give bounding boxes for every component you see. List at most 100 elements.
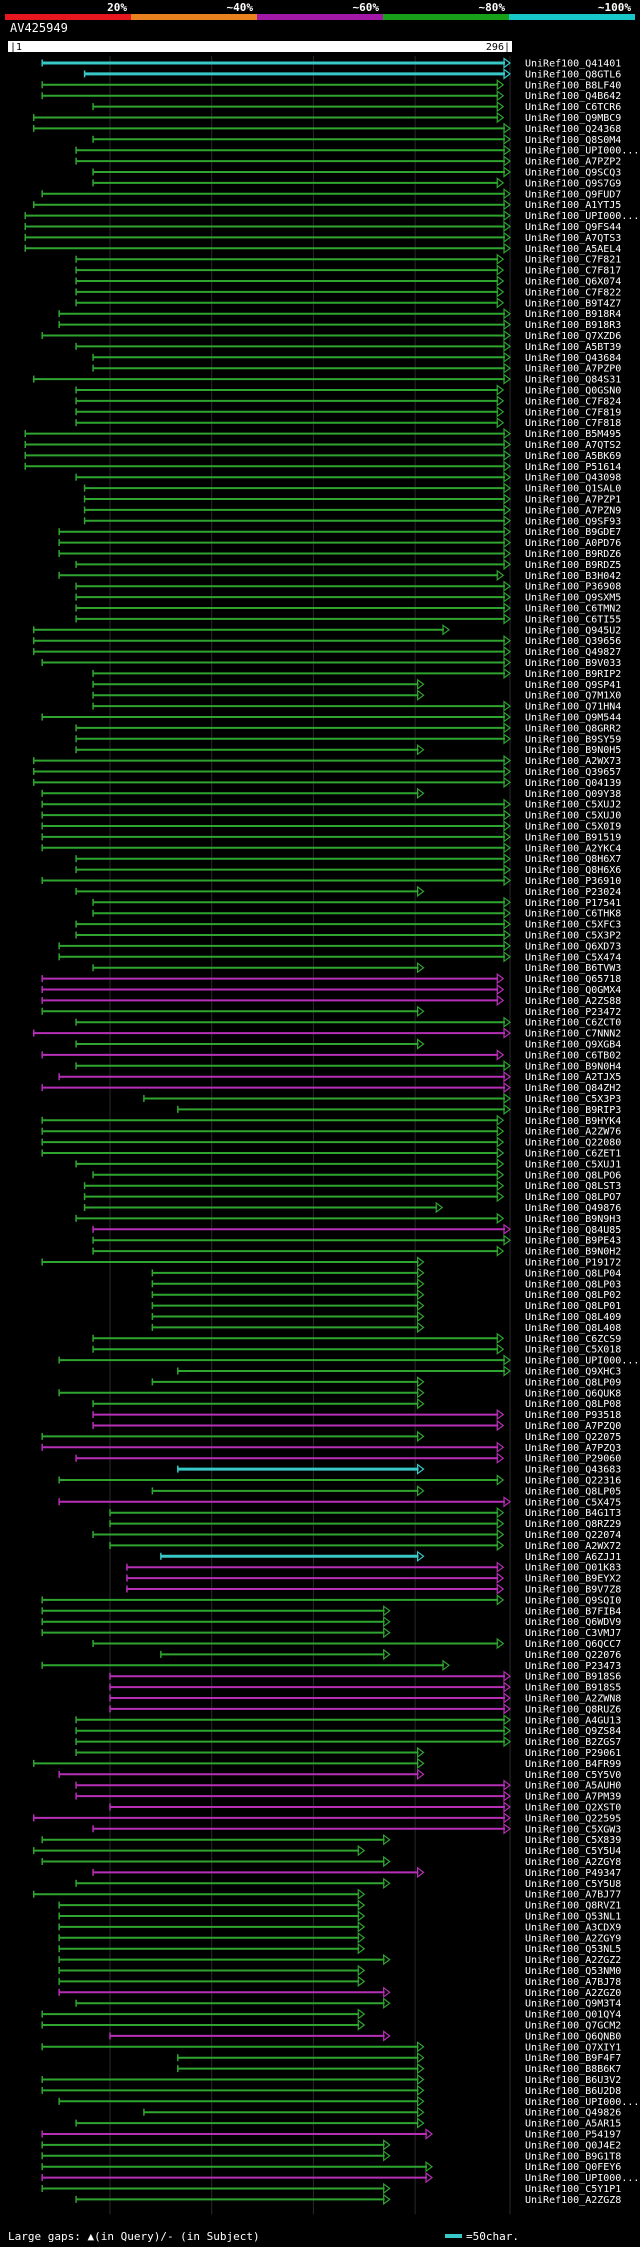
hit-label[interactable]: UniRef100_A7PZP1	[525, 495, 621, 506]
hit-label[interactable]: UniRef100_Q7GCM2	[525, 2021, 621, 2032]
hit-label[interactable]: UniRef100_Q01K83	[525, 1563, 621, 1574]
hit-label[interactable]: UniRef100_Q9MBC9	[525, 113, 621, 124]
hit-label[interactable]: UniRef100_Q8LP09	[525, 1377, 621, 1388]
hit-label[interactable]: UniRef100_A2WX73	[525, 756, 621, 767]
hit-label[interactable]: UniRef100_Q04139	[525, 778, 621, 789]
hit-label[interactable]: UniRef100_P23473	[525, 1661, 621, 1672]
hit-label[interactable]: UniRef100_Q6X074	[525, 277, 621, 288]
hit-label[interactable]: UniRef100_B9G1T8	[525, 2151, 621, 2162]
hit-label[interactable]: UniRef100_B9N9H3	[525, 1214, 621, 1225]
hit-label[interactable]: UniRef100_Q8LST3	[525, 1181, 621, 1192]
hit-label[interactable]: UniRef100_Q49876	[525, 1203, 621, 1214]
hit-label[interactable]: UniRef100_B91519	[525, 832, 621, 843]
hit-label[interactable]: UniRef100_Q53NL5	[525, 1944, 621, 1955]
hit-label[interactable]: UniRef100_Q8RUZ6	[525, 1704, 621, 1715]
hit-label[interactable]: UniRef100_Q9SF93	[525, 516, 621, 527]
hit-label[interactable]: UniRef100_B9T4Z7	[525, 298, 621, 309]
hit-label[interactable]: UniRef100_C6TMN2	[525, 604, 621, 615]
hit-label[interactable]: UniRef100_P36910	[525, 876, 621, 887]
hit-label[interactable]: UniRef100_P23024	[525, 887, 621, 898]
hit-label[interactable]: UniRef100_Q8LP01	[525, 1301, 621, 1312]
hit-label[interactable]: UniRef100_Q22075	[525, 1432, 621, 1443]
hit-label[interactable]: UniRef100_UPI000...	[525, 1356, 639, 1367]
hit-label[interactable]: UniRef100_UPI000...	[525, 146, 639, 157]
hit-label[interactable]: UniRef100_P54197	[525, 2130, 621, 2141]
hit-label[interactable]: UniRef100_C6TB02	[525, 1050, 621, 1061]
hit-label[interactable]: UniRef100_P51614	[525, 462, 621, 473]
hit-label[interactable]: UniRef100_Q9FUD7	[525, 189, 621, 200]
hit-label[interactable]: UniRef100_Q6QUK8	[525, 1388, 621, 1399]
hit-label[interactable]: UniRef100_C5Y5V0	[525, 1770, 621, 1781]
hit-label[interactable]: UniRef100_Q22076	[525, 1650, 621, 1661]
hit-label[interactable]: UniRef100_C7F821	[525, 255, 621, 266]
hit-label[interactable]: UniRef100_C7F819	[525, 407, 621, 418]
hit-label[interactable]: UniRef100_Q7M1X0	[525, 691, 621, 702]
hit-label[interactable]: UniRef100_Q22595	[525, 1813, 621, 1824]
hit-label[interactable]: UniRef100_Q8LP02	[525, 1290, 621, 1301]
hit-label[interactable]: UniRef100_Q84U85	[525, 1225, 621, 1236]
hit-label[interactable]: UniRef100_Q9M544	[525, 713, 621, 724]
hit-label[interactable]: UniRef100_A3CDX9	[525, 1922, 621, 1933]
hit-label[interactable]: UniRef100_A7PZP0	[525, 364, 621, 375]
hit-label[interactable]: UniRef100_Q4B642	[525, 91, 621, 102]
hit-label[interactable]: UniRef100_B8B6K7	[525, 2064, 621, 2075]
hit-label[interactable]: UniRef100_B5M495	[525, 429, 621, 440]
hit-label[interactable]: UniRef100_Q43684	[525, 353, 621, 364]
hit-label[interactable]: UniRef100_Q22074	[525, 1530, 621, 1541]
hit-label[interactable]: UniRef100_C7F824	[525, 396, 621, 407]
hit-label[interactable]: UniRef100_A5BT39	[525, 342, 621, 353]
hit-label[interactable]: UniRef100_Q71HN4	[525, 702, 621, 713]
hit-label[interactable]: UniRef100_C6THK8	[525, 909, 621, 920]
hit-label[interactable]: UniRef100_P19172	[525, 1258, 621, 1269]
hit-label[interactable]: UniRef100_Q6XD73	[525, 941, 621, 952]
hit-label[interactable]: UniRef100_B4G1T3	[525, 1508, 621, 1519]
hit-label[interactable]: UniRef100_Q6QNB0	[525, 2031, 621, 2042]
hit-label[interactable]: UniRef100_A7QTS2	[525, 440, 621, 451]
hit-label[interactable]: UniRef100_Q22080	[525, 1138, 621, 1149]
hit-label[interactable]: UniRef100_Q8H6X6	[525, 865, 621, 876]
hit-label[interactable]: UniRef100_B9V7Z8	[525, 1585, 621, 1596]
hit-label[interactable]: UniRef100_Q8RVZ1	[525, 1901, 621, 1912]
hit-label[interactable]: UniRef100_Q6QCC7	[525, 1639, 621, 1650]
hit-label[interactable]: UniRef100_B3H042	[525, 571, 621, 582]
hit-label[interactable]: UniRef100_B6U3V2	[525, 2075, 621, 2086]
hit-label[interactable]: UniRef100_Q8GRR2	[525, 723, 621, 734]
hit-label[interactable]: UniRef100_P17541	[525, 898, 621, 909]
hit-label[interactable]: UniRef100_B9RDZ6	[525, 549, 621, 560]
hit-label[interactable]: UniRef100_A7BJ77	[525, 1890, 621, 1901]
hit-label[interactable]: UniRef100_A2ZW76	[525, 1127, 621, 1138]
hit-label[interactable]: UniRef100_Q84ZH2	[525, 1083, 621, 1094]
hit-label[interactable]: UniRef100_B8LF40	[525, 80, 621, 91]
hit-label[interactable]: UniRef100_B4FR99	[525, 1759, 621, 1770]
hit-label[interactable]: UniRef100_B9RIP3	[525, 1105, 621, 1116]
hit-label[interactable]: UniRef100_A1YTJ5	[525, 200, 621, 211]
hit-label[interactable]: UniRef100_Q41401	[525, 59, 621, 70]
hit-label[interactable]: UniRef100_C7F818	[525, 418, 621, 429]
hit-label[interactable]: UniRef100_Q6WDV9	[525, 1617, 621, 1628]
hit-label[interactable]: UniRef100_Q9XGB4	[525, 1040, 621, 1051]
hit-label[interactable]: UniRef100_Q9SXM5	[525, 593, 621, 604]
hit-label[interactable]: UniRef100_A2WX72	[525, 1541, 621, 1552]
hit-label[interactable]: UniRef100_B9GDE7	[525, 527, 621, 538]
hit-label[interactable]: UniRef100_Q0GMX4	[525, 985, 621, 996]
hit-label[interactable]: UniRef100_C5XUJ0	[525, 811, 621, 822]
hit-label[interactable]: UniRef100_Q09Y38	[525, 789, 621, 800]
hit-label[interactable]: UniRef100_A2ZGY8	[525, 1857, 621, 1868]
hit-label[interactable]: UniRef100_C6TCR6	[525, 102, 621, 113]
hit-label[interactable]: UniRef100_Q7XIY1	[525, 2042, 621, 2053]
hit-label[interactable]: UniRef100_B918R4	[525, 309, 621, 320]
hit-label[interactable]: UniRef100_B9F4F7	[525, 2053, 621, 2064]
hit-label[interactable]: UniRef100_UPI000...	[525, 211, 639, 222]
hit-label[interactable]: UniRef100_B9N0H5	[525, 745, 621, 756]
hit-label[interactable]: UniRef100_UPI000...	[525, 2097, 639, 2108]
hit-label[interactable]: UniRef100_A5AEL4	[525, 244, 621, 255]
hit-label[interactable]: UniRef100_C6ZCS9	[525, 1334, 621, 1345]
hit-label[interactable]: UniRef100_B9RDZ5	[525, 560, 621, 571]
hit-label[interactable]: UniRef100_P29060	[525, 1454, 621, 1465]
hit-label[interactable]: UniRef100_C7NNN2	[525, 1029, 621, 1040]
hit-label[interactable]: UniRef100_B9RIP2	[525, 669, 621, 680]
hit-label[interactable]: UniRef100_A2ZS88	[525, 996, 621, 1007]
hit-label[interactable]: UniRef100_Q8S0M4	[525, 135, 621, 146]
hit-label[interactable]: UniRef100_Q39657	[525, 767, 621, 778]
hit-label[interactable]: UniRef100_C5XFC3	[525, 920, 621, 931]
